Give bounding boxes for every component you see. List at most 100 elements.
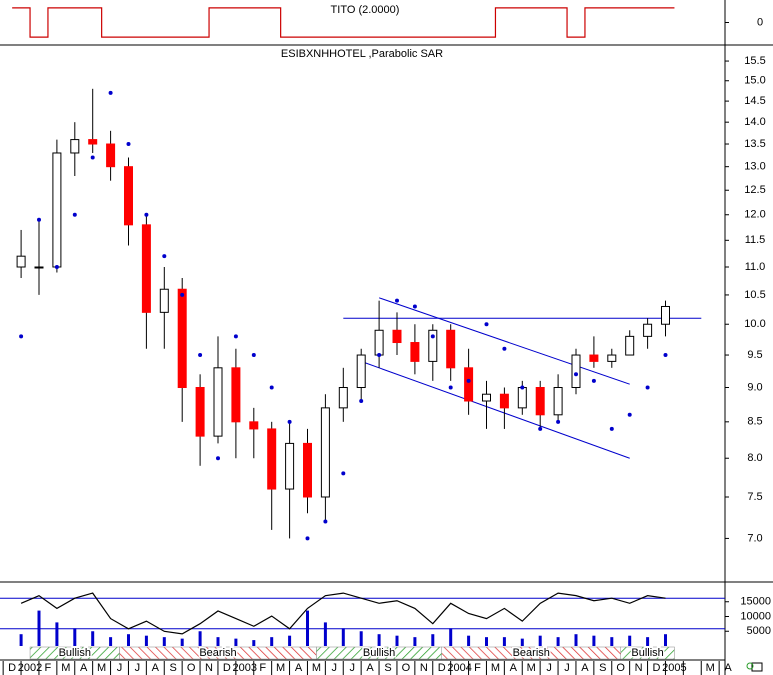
x-tick-label: M [527, 662, 536, 674]
volume-bar [646, 637, 650, 646]
candle-body [517, 387, 527, 409]
y-tick-label: 13.0 [744, 161, 765, 173]
x-tick-label: D [8, 662, 16, 674]
volume-bar [449, 628, 453, 646]
x-tick-label: J [349, 662, 355, 674]
candle-body [177, 288, 187, 389]
y-tick-label: 15.0 [744, 75, 765, 87]
volume-bar [127, 634, 130, 646]
x-tick-label: J [546, 662, 552, 674]
volume-bar [306, 610, 309, 646]
candle-body [625, 335, 635, 356]
sar-dot [520, 385, 525, 390]
y-tick-label: 15000 [740, 596, 771, 608]
x-tick-label: D [438, 662, 446, 674]
candle-body [661, 305, 670, 325]
volume-bar [502, 637, 506, 646]
trend-line [378, 297, 630, 385]
volume-bar [556, 637, 560, 646]
x-tick-label: A [581, 662, 589, 674]
x-tick-label: M [61, 662, 70, 674]
x-tick-label: O [187, 662, 196, 674]
volume-bar [359, 631, 363, 646]
y-tick-label: 5000 [747, 625, 771, 637]
y-tick-label: 0 [757, 16, 763, 28]
y-tick-label: 9.5 [747, 349, 762, 361]
volume-bar [431, 634, 435, 646]
x-tick-label: N [205, 662, 213, 674]
sar-dot [19, 334, 24, 339]
x-tick-label: 2005 [662, 662, 686, 674]
sar-dot [198, 353, 203, 358]
volume-bar [19, 634, 23, 646]
y-tick-label: 14.5 [744, 95, 765, 107]
stochastic-line [20, 592, 666, 635]
volume-bar [413, 637, 417, 646]
candle-body [428, 329, 438, 362]
signal-label: Bullish [631, 647, 663, 659]
x-tick-label: A [724, 662, 732, 674]
y-tick-label: 14.0 [744, 116, 765, 128]
candle-body [607, 354, 617, 362]
x-tick-label: J [117, 662, 123, 674]
sar-dot [502, 346, 507, 351]
sar-dot [162, 254, 167, 259]
y-tick-label: 9.0 [747, 381, 762, 393]
icon[interactable] [751, 662, 763, 672]
x-tick-label: A [510, 662, 518, 674]
sar-dot [627, 412, 632, 417]
x-tick-label: M [97, 662, 106, 674]
candle-body [464, 367, 474, 402]
candle-body [571, 354, 581, 389]
sar-dot [305, 536, 310, 541]
x-tick-label: J [332, 662, 338, 674]
volume-bar [216, 637, 220, 646]
sar-dot [591, 378, 596, 383]
x-tick-label: O [616, 662, 625, 674]
sar-dot [448, 385, 453, 390]
panel-title: ESIBXNHHOTEL ,Parabolic SAR [281, 48, 443, 60]
volume-bar [538, 635, 542, 646]
sar-dot [412, 304, 417, 309]
volume-bar [574, 634, 578, 646]
volume-bar [520, 638, 524, 646]
candle-body [589, 354, 599, 362]
sar-dot [574, 372, 578, 377]
icon [746, 662, 754, 670]
x-tick-label: J [135, 662, 141, 674]
signal-label: Bullish [363, 647, 395, 659]
y-tick-label: 11.0 [745, 261, 766, 273]
volume-bar [180, 638, 184, 646]
sar-dot [556, 419, 561, 424]
candle-body [249, 421, 259, 430]
volume-bar [377, 634, 381, 646]
candle-body [356, 354, 366, 389]
x-tick-label: N [635, 662, 643, 674]
candle-body [213, 367, 223, 437]
x-tick-label: 2003 [233, 662, 257, 674]
indicator-line [12, 7, 675, 38]
sar-dot [663, 353, 668, 358]
sar-dot [484, 322, 489, 327]
sar-dot [538, 426, 543, 431]
volume-bar [467, 635, 471, 646]
y-tick-label: 12.0 [744, 209, 765, 221]
x-tick-label: F [45, 662, 52, 674]
candle-body [141, 224, 151, 313]
signal-segment [620, 646, 675, 660]
x-tick-label: M [312, 662, 321, 674]
volume-bar [592, 635, 596, 646]
candle-body [446, 329, 456, 369]
candle-body [267, 428, 277, 490]
volume-bar [234, 638, 238, 646]
sar-dot [216, 456, 220, 461]
candle-body [410, 342, 420, 362]
candle-body [338, 387, 348, 409]
sar-dot [645, 385, 650, 390]
candle-body [535, 387, 545, 416]
x-tick-label: 2002 [18, 662, 42, 674]
signal-label: Bullish [59, 647, 91, 659]
volume-bar [91, 631, 95, 646]
candle-body [195, 387, 205, 437]
